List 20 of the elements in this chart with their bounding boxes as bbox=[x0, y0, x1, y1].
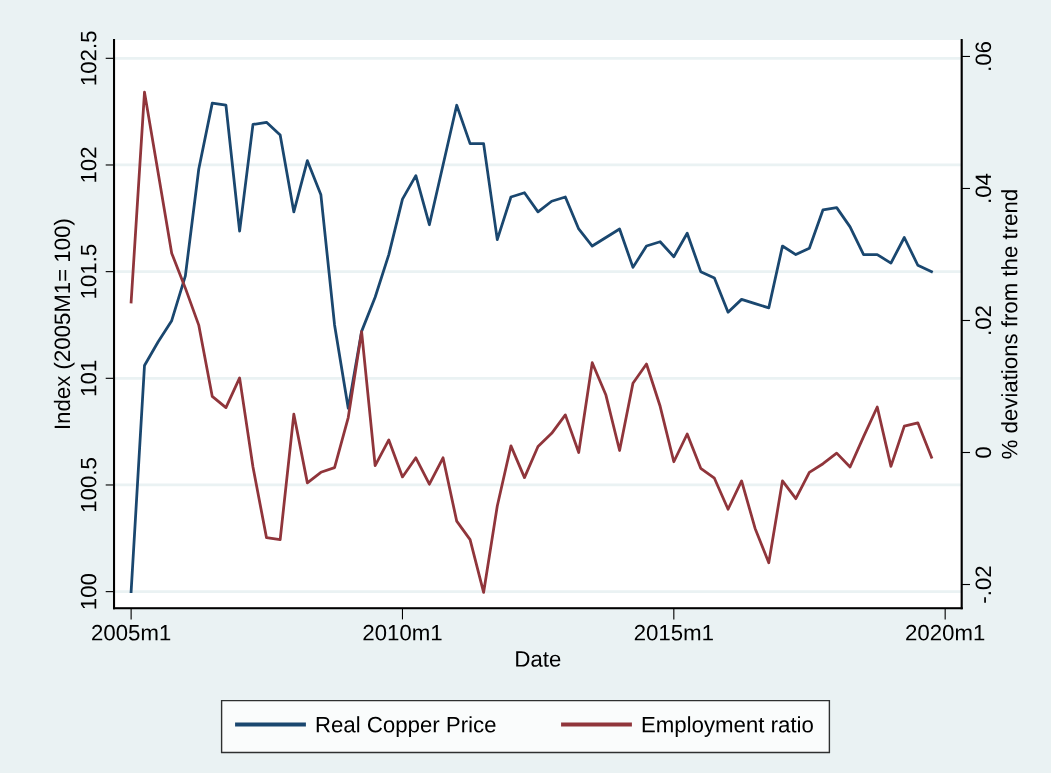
y2-axis-title: % deviations from the trend bbox=[1001, 190, 1018, 459]
y-tick-label: 100.5 bbox=[80, 458, 97, 512]
y-tick-label: 101 bbox=[80, 360, 97, 396]
y-tick-label: 100 bbox=[80, 573, 97, 609]
y-tick-label: 101.5 bbox=[80, 244, 97, 298]
y2-tick-label: -.02 bbox=[975, 566, 992, 603]
x-tick-label: 2005m1 bbox=[92, 624, 171, 641]
x-tick-label: 2020m1 bbox=[906, 624, 985, 641]
x-axis-title: Date bbox=[516, 651, 561, 667]
y2-tick-label: .06 bbox=[975, 42, 992, 70]
y2-tick-label: 0 bbox=[975, 447, 992, 458]
y-tick-label: 102.5 bbox=[80, 31, 97, 85]
y2-tick-label: .02 bbox=[975, 306, 992, 334]
legend-label: Employment ratio bbox=[642, 716, 813, 737]
x-tick-label: 2010m1 bbox=[363, 624, 442, 641]
legend-label: Real Copper Price bbox=[316, 716, 496, 737]
y-axis-title: Index (2005M1= 100) bbox=[53, 219, 75, 428]
y2-tick-label: .04 bbox=[975, 173, 992, 202]
y-tick-label: 102 bbox=[80, 147, 97, 182]
x-tick-label: 2015m1 bbox=[634, 624, 713, 641]
